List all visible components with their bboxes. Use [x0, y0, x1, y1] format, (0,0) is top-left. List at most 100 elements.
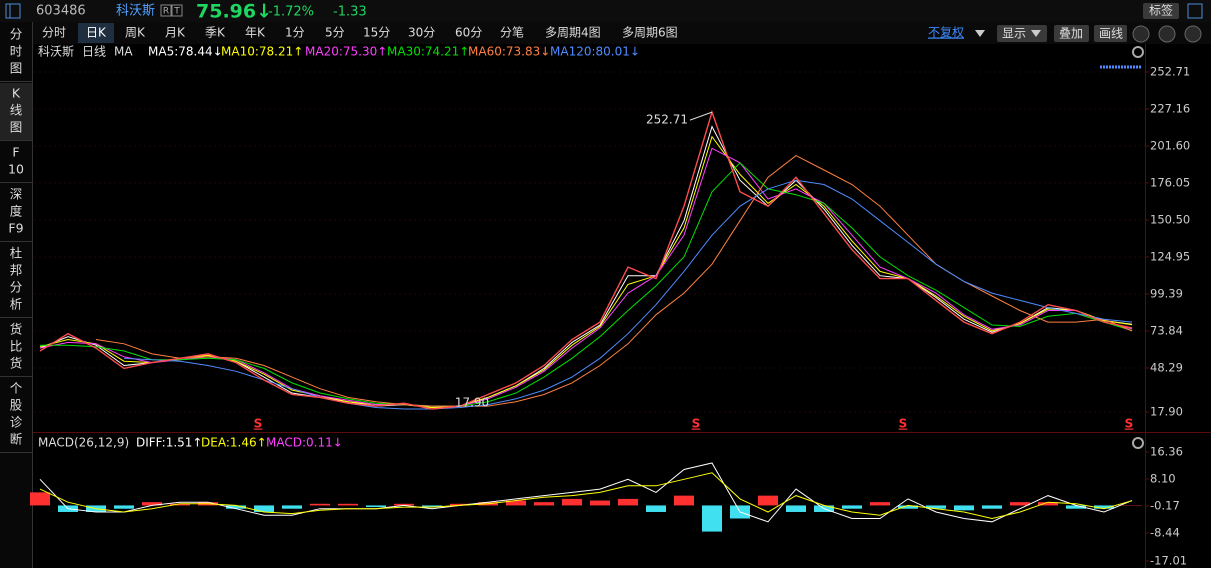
- sidebar-item[interactable]: 深: [10, 187, 23, 202]
- tab[interactable]: 15分: [363, 26, 390, 40]
- macd-bar: [142, 502, 162, 506]
- badge-box: [160, 4, 172, 17]
- sidebar-item[interactable]: 个: [10, 381, 23, 396]
- signal-marker: S: [692, 417, 701, 431]
- sidebar-item[interactable]: 股: [10, 398, 23, 413]
- signal-marker: S: [899, 417, 908, 431]
- annotation: 17.90: [455, 395, 489, 409]
- sidebar-item[interactable]: 图: [10, 61, 23, 76]
- macd-bar: [170, 503, 190, 506]
- button-bg[interactable]: [997, 25, 1047, 42]
- tab[interactable]: 分时: [42, 26, 66, 40]
- button-bg[interactable]: [1054, 25, 1089, 42]
- toolbar-item[interactable]: 不复权: [928, 26, 964, 40]
- sidebar-item[interactable]: 析: [10, 297, 23, 312]
- stock-name: 科沃斯: [116, 4, 155, 19]
- tab[interactable]: 年K: [245, 26, 266, 40]
- sidebar-item[interactable]: 10: [8, 162, 24, 177]
- icon-button[interactable]: [1184, 25, 1202, 43]
- macd-bar: [926, 505, 946, 509]
- macd-bar: [590, 500, 610, 506]
- sidebar-item[interactable]: 分: [10, 280, 23, 295]
- tab[interactable]: 5分: [325, 26, 345, 40]
- macd-bar: [1010, 502, 1030, 506]
- legend-entry: MACD:0.11↓: [266, 436, 343, 450]
- sidebar-item[interactable]: 比: [10, 339, 23, 354]
- sidebar-item[interactable]: 线: [10, 103, 23, 118]
- sidebar-item[interactable]: 邦: [10, 263, 23, 278]
- signal-marker: S: [254, 417, 263, 431]
- macd-bar: [870, 502, 890, 506]
- y-tick-label: 176.05: [1150, 176, 1190, 190]
- tab[interactable]: 30分: [408, 26, 435, 40]
- macd-bar: [702, 505, 722, 532]
- icon-button[interactable]: [1132, 25, 1150, 43]
- tab[interactable]: 60分: [455, 26, 482, 40]
- ma-line: [40, 162, 1133, 407]
- y-tick-label: -0.17: [1150, 498, 1180, 512]
- legend-entry: MA10:78.21↑: [221, 45, 303, 59]
- button-bg[interactable]: [1094, 25, 1127, 42]
- label-button[interactable]: 标签: [1149, 3, 1173, 18]
- sidebar-item[interactable]: F9: [8, 221, 23, 236]
- sidebar-item[interactable]: 货: [10, 356, 23, 371]
- macd-bar: [114, 505, 134, 509]
- tab[interactable]: 日K: [86, 26, 107, 40]
- chart-label: 日线: [82, 45, 106, 59]
- macd-bar: [506, 500, 526, 506]
- sidebar-item[interactable]: 断: [10, 432, 23, 447]
- y-tick-label: 16.36: [1150, 445, 1183, 459]
- sidebar-item[interactable]: 图: [10, 120, 23, 135]
- badge: T: [173, 7, 180, 17]
- macd-bar: [30, 492, 50, 506]
- settings-icon[interactable]: [1132, 437, 1144, 449]
- toolbar-item[interactable]: 叠加: [1059, 27, 1083, 41]
- toolbar-item[interactable]: 显示: [1002, 27, 1026, 41]
- macd-bar: [1066, 505, 1086, 509]
- sidebar-item[interactable]: 诊: [10, 415, 23, 430]
- macd-bar: [254, 505, 274, 512]
- legend-entry: DIFF:1.51↑: [136, 436, 202, 450]
- macd-bar: [842, 505, 862, 509]
- macd-bar: [422, 505, 442, 508]
- sidebar-item[interactable]: K: [12, 86, 21, 101]
- tab[interactable]: 1分: [285, 26, 305, 40]
- macd-bar: [366, 505, 386, 508]
- chart-label: MA: [114, 45, 133, 59]
- macd-bar: [1094, 505, 1114, 509]
- price-line: [39, 109, 1133, 410]
- tab[interactable]: 季K: [205, 26, 226, 40]
- legend-entry: MA120:80.01↓: [550, 45, 640, 59]
- macd-bar: [450, 503, 470, 506]
- legend-entry: MA20:75.30↑: [305, 45, 387, 59]
- icon-button[interactable]: [1158, 25, 1176, 43]
- button-bg[interactable]: [1143, 3, 1179, 19]
- y-tick-label: -8.44: [1150, 526, 1180, 540]
- macd-bar: [1038, 502, 1058, 506]
- annotation-leader: [689, 111, 713, 121]
- sidebar-item[interactable]: 货: [10, 322, 23, 337]
- y-tick-label: -17.01: [1150, 554, 1187, 568]
- tab[interactable]: 多周期6图: [622, 26, 678, 40]
- sidebar-item[interactable]: 杜: [10, 246, 23, 261]
- sidebar-item[interactable]: 分: [10, 27, 23, 42]
- tab[interactable]: 周K: [125, 26, 146, 40]
- macd-bar: [394, 503, 414, 506]
- sidebar-item[interactable]: F: [12, 145, 19, 160]
- top-bar: [0, 0, 1211, 22]
- toolbar-item[interactable]: 画线: [1099, 27, 1123, 41]
- tab[interactable]: 多周期4图: [545, 26, 601, 40]
- sidebar-item[interactable]: 时: [10, 44, 23, 59]
- tab[interactable]: 月K: [165, 26, 186, 40]
- legend-entry: MA30:74.21↑: [387, 45, 469, 59]
- dropdown-arrow: [975, 30, 985, 37]
- window-button[interactable]: [1187, 3, 1203, 19]
- y-tick-label: 48.29: [1150, 360, 1183, 374]
- settings-icon[interactable]: [1132, 46, 1144, 58]
- macd-bar: [758, 495, 778, 506]
- tab-bar: [0, 22, 1211, 44]
- tab[interactable]: 分笔: [500, 25, 524, 40]
- macd-bar: [226, 505, 246, 509]
- sidebar-item[interactable]: 度: [10, 204, 23, 219]
